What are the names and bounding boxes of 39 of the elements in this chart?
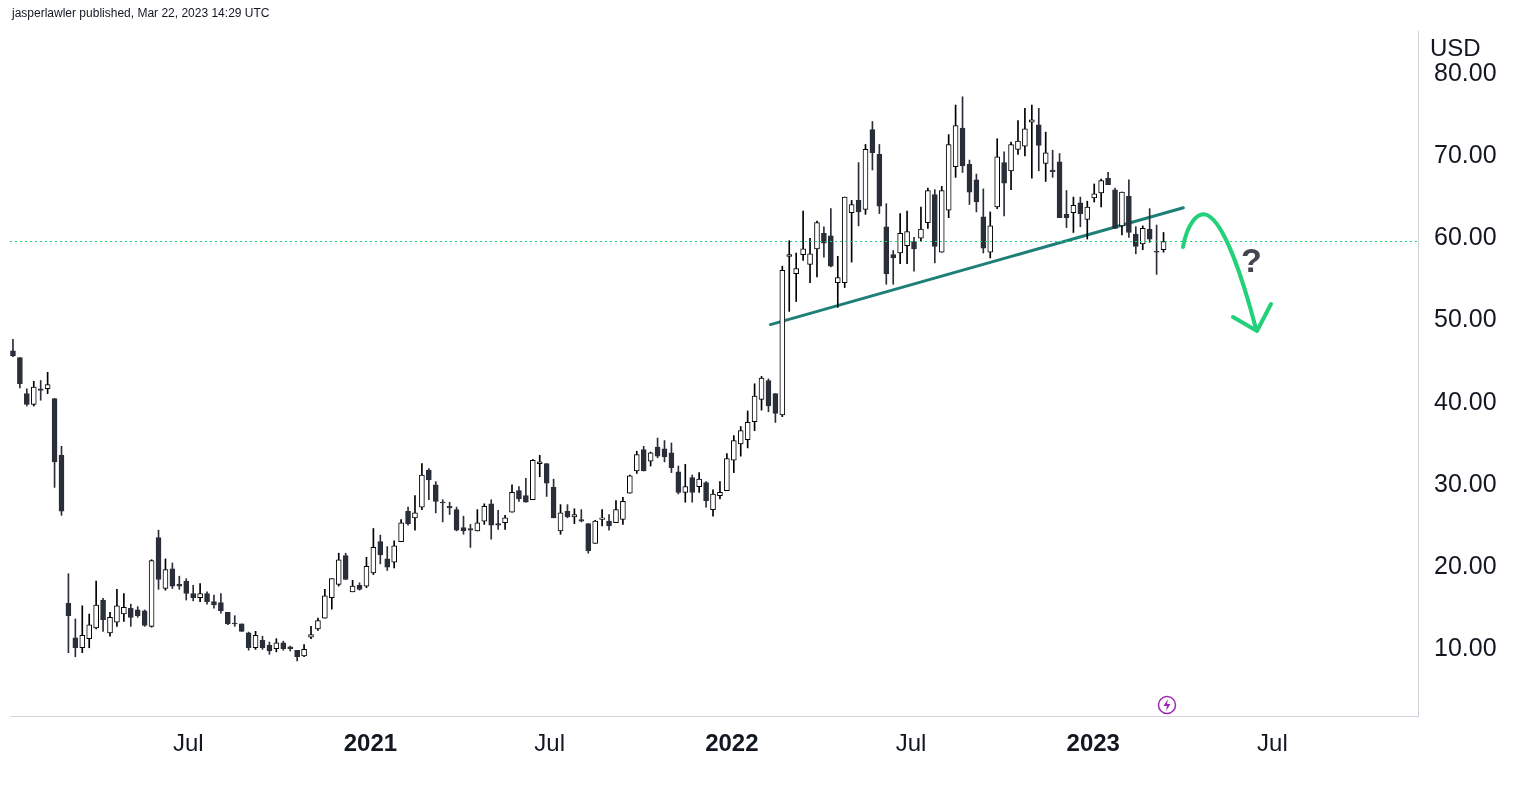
y-tick-label: 60.00 bbox=[1434, 222, 1497, 251]
candlestick bbox=[682, 464, 689, 503]
candlestick bbox=[578, 509, 585, 523]
x-tick-label: 2023 bbox=[1066, 729, 1120, 757]
candlestick bbox=[176, 575, 183, 590]
y-tick-label: 30.00 bbox=[1434, 468, 1497, 497]
candlestick bbox=[412, 495, 418, 531]
candlestick bbox=[793, 252, 800, 302]
text: jasperlawler published, Mar 22, 2023 14:29 UTC bbox=[12, 6, 270, 20]
y-tick-label: 70.00 bbox=[1434, 139, 1497, 168]
x-tick-label: Jul bbox=[172, 729, 204, 757]
candlestick bbox=[800, 210, 806, 261]
candlestick bbox=[1015, 120, 1021, 155]
x-tick-label: Jul bbox=[534, 729, 565, 757]
candlestick bbox=[121, 593, 127, 622]
x-tick-label: 2021 bbox=[343, 729, 398, 757]
candlestick bbox=[1029, 104, 1035, 179]
candlestick bbox=[786, 240, 793, 312]
candlestick bbox=[197, 583, 203, 603]
x-tick-label: Jul bbox=[895, 729, 927, 757]
annotation: ? bbox=[1241, 240, 1262, 280]
y-tick-label: 50.00 bbox=[1434, 304, 1497, 333]
y-tick-label: 20.00 bbox=[1434, 551, 1497, 580]
candlestick bbox=[890, 250, 897, 285]
x-tick-label: Jul bbox=[1257, 729, 1288, 757]
y-tick-label: 40.00 bbox=[1434, 386, 1497, 415]
candlestick bbox=[231, 615, 238, 627]
candlestick bbox=[1042, 131, 1049, 182]
candlestick bbox=[599, 509, 605, 527]
candlestick bbox=[536, 454, 543, 478]
candlestick bbox=[495, 510, 501, 530]
candlestick bbox=[834, 255, 841, 308]
y-tick-label: 10.00 bbox=[1434, 633, 1497, 662]
candlestick bbox=[308, 626, 314, 640]
candlestick bbox=[37, 380, 44, 401]
candlestick bbox=[911, 237, 917, 272]
x-tick-label: 2022 bbox=[705, 729, 759, 757]
candlestick bbox=[717, 481, 723, 500]
candlestick bbox=[439, 499, 446, 523]
